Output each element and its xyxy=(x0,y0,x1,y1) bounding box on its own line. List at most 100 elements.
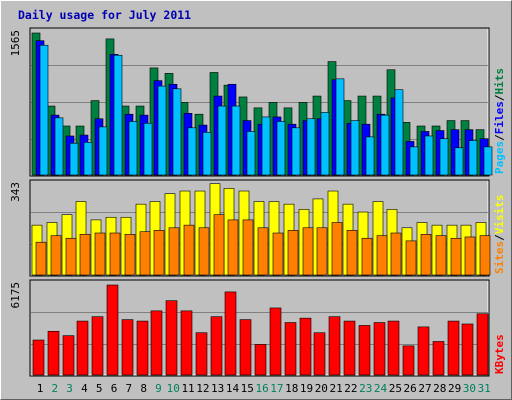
pages-bar xyxy=(276,121,286,176)
sites-bar xyxy=(420,234,432,276)
kbytes-bar xyxy=(47,330,60,376)
x-tick-label: 30 xyxy=(463,382,476,395)
sites-bar xyxy=(79,234,91,276)
pages-bar xyxy=(261,116,271,176)
sites-bar xyxy=(376,235,388,276)
x-tick-label: 15 xyxy=(241,382,254,395)
kbytes-bar xyxy=(269,307,282,376)
sites-bar xyxy=(390,232,402,276)
pages-bar xyxy=(365,136,375,176)
sites-bar xyxy=(272,232,284,276)
pages-bar xyxy=(83,142,93,176)
x-tick-label: 24 xyxy=(374,382,388,395)
kbytes-bar xyxy=(76,320,89,376)
kbytes-bar xyxy=(224,291,237,376)
kbytes-bar xyxy=(180,310,193,376)
x-tick-label: 3 xyxy=(66,382,73,395)
pages-bar xyxy=(306,118,316,176)
kbytes-bar xyxy=(461,323,474,376)
x-tick-label: 28 xyxy=(433,382,446,395)
panel-3-max-label: 6175 xyxy=(9,282,22,309)
x-tick-label: 5 xyxy=(96,382,103,395)
x-tick-label: 20 xyxy=(315,382,328,395)
x-tick-label: 23 xyxy=(359,382,372,395)
pages-bar xyxy=(483,146,493,176)
pages-bar xyxy=(202,132,212,176)
chart-title: Daily usage for July 2011 xyxy=(18,8,192,22)
kbytes-bar xyxy=(387,320,400,376)
x-tick-label: 2 xyxy=(51,382,58,395)
sites-bar xyxy=(65,237,77,276)
pages-bar xyxy=(39,44,49,176)
pages-bar xyxy=(439,138,449,176)
kbytes-bar xyxy=(165,300,178,376)
kbytes-bar xyxy=(150,310,163,376)
legend-pages: Pages xyxy=(493,141,506,174)
legend-separator: / xyxy=(493,134,506,141)
x-tick-label: 11 xyxy=(181,382,194,395)
x-tick-label: 17 xyxy=(270,382,283,395)
legend-files: Files xyxy=(493,101,506,134)
sites-bar xyxy=(227,219,239,276)
pages-bar xyxy=(468,140,478,176)
panel-1-legend-label: Pages/Files/Hits xyxy=(493,68,506,174)
x-tick-label: 13 xyxy=(211,382,224,395)
x-tick-label: 14 xyxy=(226,382,240,395)
x-tick-label: 6 xyxy=(111,382,118,395)
pages-bar xyxy=(217,105,227,176)
kbytes-bar xyxy=(106,284,119,376)
sites-bar xyxy=(183,224,195,276)
kbytes-bar xyxy=(284,322,297,376)
sites-bar xyxy=(198,227,210,276)
pages-bar xyxy=(350,120,360,176)
legend-kbytes: KBytes xyxy=(493,334,506,374)
pages-bar xyxy=(320,112,330,176)
pages-bar xyxy=(187,127,197,176)
sites-bar xyxy=(331,222,343,276)
kbytes-bar xyxy=(121,319,134,376)
kbytes-bar xyxy=(313,332,326,376)
x-tick-label: 8 xyxy=(140,382,147,395)
sites-bar xyxy=(435,235,447,276)
x-tick-label: 16 xyxy=(255,382,268,395)
kbytes-bar xyxy=(239,319,252,376)
kbytes-bar xyxy=(447,320,460,376)
sites-bar xyxy=(168,227,180,276)
kbytes-bar xyxy=(210,316,223,376)
x-tick-label: 25 xyxy=(389,382,402,395)
legend-separator: / xyxy=(493,234,506,241)
kbytes-bar xyxy=(343,320,356,376)
pages-bar xyxy=(69,142,79,176)
pages-bar xyxy=(246,131,256,176)
pages-bar xyxy=(231,105,241,176)
kbytes-bar xyxy=(299,317,312,376)
sites-bar xyxy=(124,234,136,276)
pages-bar xyxy=(335,78,345,176)
x-tick-label: 1 xyxy=(37,382,44,395)
pages-bar xyxy=(128,121,138,176)
sites-bar xyxy=(464,236,476,276)
sites-bar xyxy=(242,219,254,276)
sites-bar xyxy=(450,237,462,276)
x-tick-label: 18 xyxy=(285,382,298,395)
x-tick-label: 12 xyxy=(196,382,209,395)
x-tick-label: 31 xyxy=(478,382,491,395)
x-tick-label: 21 xyxy=(330,382,343,395)
x-tick-label: 26 xyxy=(404,382,417,395)
kbytes-bar xyxy=(136,320,149,376)
x-tick-label: 4 xyxy=(81,382,88,395)
x-tick-label: 29 xyxy=(448,382,461,395)
sites-bar xyxy=(50,235,62,276)
sites-bar xyxy=(479,235,491,276)
sites-bar xyxy=(287,230,299,276)
x-tick-label: 19 xyxy=(300,382,313,395)
pages-bar xyxy=(454,147,464,176)
pages-bar xyxy=(172,88,182,176)
kbytes-bar xyxy=(195,332,208,376)
sites-bar xyxy=(213,214,225,276)
kbytes-bar xyxy=(62,335,75,376)
panel-1-max-label: 1565 xyxy=(9,30,22,57)
sites-bar xyxy=(405,240,417,276)
sites-bar xyxy=(361,237,373,276)
